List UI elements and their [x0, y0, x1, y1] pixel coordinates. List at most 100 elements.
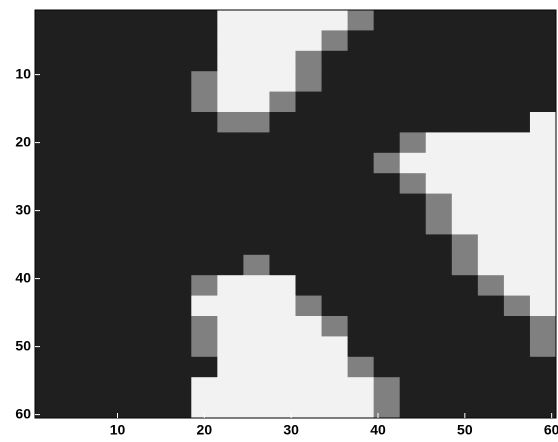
- cell: [113, 112, 140, 133]
- cell: [217, 254, 244, 276]
- cell: [165, 50, 192, 72]
- cell: [35, 30, 62, 52]
- cell: [61, 316, 88, 337]
- cell: [347, 193, 375, 215]
- cell: [139, 30, 166, 52]
- cell: [503, 173, 531, 195]
- cell: [243, 214, 270, 235]
- cell: [113, 132, 140, 154]
- cell: [139, 132, 166, 154]
- cell: [477, 316, 505, 337]
- cell: [399, 377, 427, 399]
- cell: [113, 193, 140, 215]
- cell: [295, 193, 323, 215]
- cell: [321, 214, 349, 235]
- cell: [451, 336, 479, 358]
- cell: [243, 295, 270, 317]
- cell: [87, 152, 114, 174]
- cell: [191, 132, 218, 154]
- cell: [165, 132, 192, 154]
- cell: [399, 336, 427, 358]
- cell: [399, 112, 427, 133]
- cell: [35, 10, 62, 31]
- cell: [451, 112, 479, 133]
- cell: [373, 316, 401, 337]
- cell: [321, 316, 349, 337]
- cell: [347, 152, 375, 174]
- cell: [347, 91, 375, 113]
- cell: [425, 254, 453, 276]
- cell: [269, 316, 296, 337]
- cell: [399, 30, 427, 52]
- y-tick-label: 60: [15, 405, 31, 421]
- cell: [269, 50, 296, 72]
- cell: [35, 316, 62, 337]
- cell: [295, 397, 323, 419]
- cell: [321, 377, 349, 399]
- cell: [503, 132, 531, 154]
- cell: [87, 254, 114, 276]
- cell: [61, 193, 88, 215]
- cell: [113, 254, 140, 276]
- cell: [61, 30, 88, 52]
- cell: [61, 295, 88, 317]
- cell: [243, 234, 270, 256]
- cell: [477, 173, 505, 195]
- cell: [373, 10, 401, 31]
- cell: [503, 10, 531, 31]
- cell: [399, 254, 427, 276]
- cell: [61, 71, 88, 93]
- cell: [451, 356, 479, 378]
- cell: [61, 356, 88, 378]
- cell: [165, 295, 192, 317]
- cell: [191, 275, 218, 297]
- cell: [425, 234, 453, 256]
- cell: [191, 397, 218, 419]
- cell: [295, 132, 323, 154]
- cell: [35, 112, 62, 133]
- cell: [347, 10, 375, 31]
- cell: [425, 91, 453, 113]
- cell: [425, 112, 453, 133]
- cell: [139, 275, 166, 297]
- cell: [529, 214, 557, 235]
- cell: [477, 295, 505, 317]
- cell: [139, 336, 166, 358]
- cell: [269, 112, 296, 133]
- cell: [243, 112, 270, 133]
- cell: [295, 377, 323, 399]
- cell: [529, 377, 557, 399]
- cell: [477, 152, 505, 174]
- cell: [113, 91, 140, 113]
- cell: [347, 234, 375, 256]
- cell: [425, 295, 453, 317]
- cell: [451, 152, 479, 174]
- cell: [425, 10, 453, 31]
- cell: [529, 254, 557, 276]
- cell: [269, 152, 296, 174]
- cell: [503, 91, 531, 113]
- cell: [165, 234, 192, 256]
- cell: [477, 30, 505, 52]
- cell: [269, 193, 296, 215]
- cell: [217, 152, 244, 174]
- cell: [321, 254, 349, 276]
- cell: [321, 50, 349, 72]
- cell: [35, 254, 62, 276]
- cell: [373, 71, 401, 93]
- cell: [61, 397, 88, 419]
- cell: [165, 397, 192, 419]
- cell: [191, 316, 218, 337]
- cell: [295, 295, 323, 317]
- cell: [243, 173, 270, 195]
- cell: [321, 193, 349, 215]
- cell: [503, 397, 531, 419]
- cell: [139, 71, 166, 93]
- cell: [61, 132, 88, 154]
- cell: [243, 397, 270, 419]
- cell: [113, 234, 140, 256]
- cell: [477, 397, 505, 419]
- cell: [399, 71, 427, 93]
- cell: [503, 214, 531, 235]
